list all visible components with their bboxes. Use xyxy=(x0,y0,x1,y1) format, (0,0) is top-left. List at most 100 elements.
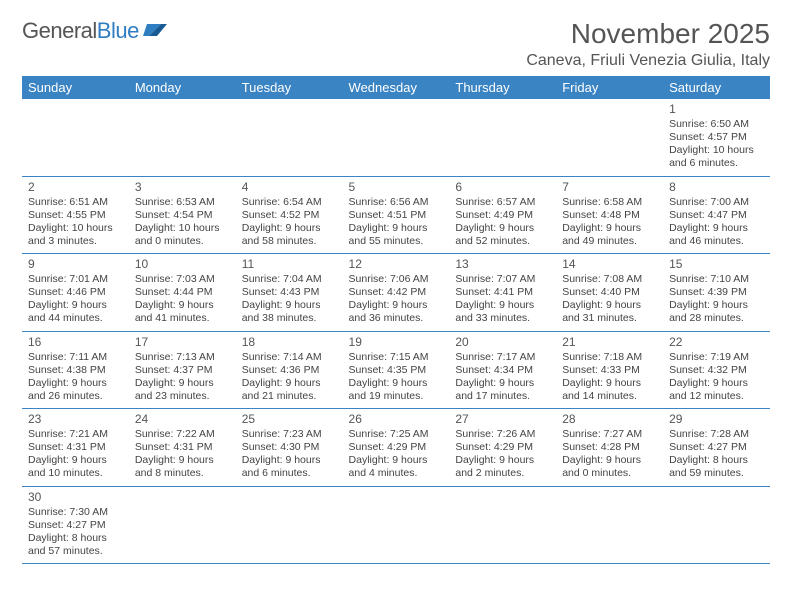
sunset-text: Sunset: 4:29 PM xyxy=(455,441,550,454)
sunset-text: Sunset: 4:46 PM xyxy=(28,286,123,299)
sunset-text: Sunset: 4:28 PM xyxy=(562,441,657,454)
daylight-text: Daylight: 9 hours and 17 minutes. xyxy=(455,377,550,403)
day-number: 3 xyxy=(135,180,230,195)
calendar-row: 30Sunrise: 7:30 AMSunset: 4:27 PMDayligh… xyxy=(22,486,770,564)
day-number: 19 xyxy=(349,335,444,350)
calendar-cell-empty xyxy=(129,486,236,564)
sunset-text: Sunset: 4:38 PM xyxy=(28,364,123,377)
day-number: 29 xyxy=(669,412,764,427)
calendar-cell-empty xyxy=(129,99,236,176)
sunset-text: Sunset: 4:30 PM xyxy=(242,441,337,454)
calendar-body: 1Sunrise: 6:50 AMSunset: 4:57 PMDaylight… xyxy=(22,99,770,564)
calendar-cell: 19Sunrise: 7:15 AMSunset: 4:35 PMDayligh… xyxy=(343,331,450,409)
day-number: 5 xyxy=(349,180,444,195)
daylight-text: Daylight: 9 hours and 44 minutes. xyxy=(28,299,123,325)
day-number: 10 xyxy=(135,257,230,272)
location-text: Caneva, Friuli Venezia Giulia, Italy xyxy=(22,52,770,70)
weekday-header-row: SundayMondayTuesdayWednesdayThursdayFrid… xyxy=(22,76,770,99)
sunset-text: Sunset: 4:43 PM xyxy=(242,286,337,299)
daylight-text: Daylight: 8 hours and 57 minutes. xyxy=(28,532,123,558)
sunset-text: Sunset: 4:34 PM xyxy=(455,364,550,377)
sunrise-text: Sunrise: 7:03 AM xyxy=(135,273,230,286)
daylight-text: Daylight: 10 hours and 3 minutes. xyxy=(28,222,123,248)
daylight-text: Daylight: 8 hours and 59 minutes. xyxy=(669,454,764,480)
sunset-text: Sunset: 4:52 PM xyxy=(242,209,337,222)
calendar-row: 23Sunrise: 7:21 AMSunset: 4:31 PMDayligh… xyxy=(22,409,770,487)
sunset-text: Sunset: 4:51 PM xyxy=(349,209,444,222)
calendar-cell: 5Sunrise: 6:56 AMSunset: 4:51 PMDaylight… xyxy=(343,176,450,254)
sunrise-text: Sunrise: 7:27 AM xyxy=(562,428,657,441)
sunset-text: Sunset: 4:33 PM xyxy=(562,364,657,377)
calendar-cell: 23Sunrise: 7:21 AMSunset: 4:31 PMDayligh… xyxy=(22,409,129,487)
calendar-cell-empty xyxy=(556,99,663,176)
daylight-text: Daylight: 9 hours and 8 minutes. xyxy=(135,454,230,480)
sunset-text: Sunset: 4:32 PM xyxy=(669,364,764,377)
calendar-cell: 1Sunrise: 6:50 AMSunset: 4:57 PMDaylight… xyxy=(663,99,770,176)
calendar-cell-empty xyxy=(236,486,343,564)
daylight-text: Daylight: 10 hours and 0 minutes. xyxy=(135,222,230,248)
day-number: 6 xyxy=(455,180,550,195)
day-number: 24 xyxy=(135,412,230,427)
sunset-text: Sunset: 4:57 PM xyxy=(669,131,764,144)
day-number: 23 xyxy=(28,412,123,427)
daylight-text: Daylight: 9 hours and 41 minutes. xyxy=(135,299,230,325)
calendar-cell: 20Sunrise: 7:17 AMSunset: 4:34 PMDayligh… xyxy=(449,331,556,409)
day-number: 30 xyxy=(28,490,123,505)
calendar-cell: 18Sunrise: 7:14 AMSunset: 4:36 PMDayligh… xyxy=(236,331,343,409)
sunrise-text: Sunrise: 7:30 AM xyxy=(28,506,123,519)
daylight-text: Daylight: 9 hours and 49 minutes. xyxy=(562,222,657,248)
calendar-cell: 9Sunrise: 7:01 AMSunset: 4:46 PMDaylight… xyxy=(22,254,129,332)
sunset-text: Sunset: 4:39 PM xyxy=(669,286,764,299)
day-number: 27 xyxy=(455,412,550,427)
daylight-text: Daylight: 9 hours and 10 minutes. xyxy=(28,454,123,480)
sunrise-text: Sunrise: 7:17 AM xyxy=(455,351,550,364)
weekday-header: Thursday xyxy=(449,76,556,99)
calendar-row: 2Sunrise: 6:51 AMSunset: 4:55 PMDaylight… xyxy=(22,176,770,254)
sunset-text: Sunset: 4:41 PM xyxy=(455,286,550,299)
day-number: 12 xyxy=(349,257,444,272)
sunrise-text: Sunrise: 7:21 AM xyxy=(28,428,123,441)
calendar-row: 16Sunrise: 7:11 AMSunset: 4:38 PMDayligh… xyxy=(22,331,770,409)
day-number: 9 xyxy=(28,257,123,272)
calendar-cell: 16Sunrise: 7:11 AMSunset: 4:38 PMDayligh… xyxy=(22,331,129,409)
calendar-cell: 17Sunrise: 7:13 AMSunset: 4:37 PMDayligh… xyxy=(129,331,236,409)
sunrise-text: Sunrise: 7:18 AM xyxy=(562,351,657,364)
daylight-text: Daylight: 10 hours and 6 minutes. xyxy=(669,144,764,170)
daylight-text: Daylight: 9 hours and 58 minutes. xyxy=(242,222,337,248)
sunrise-text: Sunrise: 7:00 AM xyxy=(669,196,764,209)
sunset-text: Sunset: 4:27 PM xyxy=(669,441,764,454)
day-number: 16 xyxy=(28,335,123,350)
sunrise-text: Sunrise: 6:54 AM xyxy=(242,196,337,209)
sunset-text: Sunset: 4:49 PM xyxy=(455,209,550,222)
page-title: November 2025 xyxy=(571,18,770,50)
calendar-cell: 24Sunrise: 7:22 AMSunset: 4:31 PMDayligh… xyxy=(129,409,236,487)
daylight-text: Daylight: 9 hours and 31 minutes. xyxy=(562,299,657,325)
calendar-row: 9Sunrise: 7:01 AMSunset: 4:46 PMDaylight… xyxy=(22,254,770,332)
daylight-text: Daylight: 9 hours and 4 minutes. xyxy=(349,454,444,480)
day-number: 28 xyxy=(562,412,657,427)
sunset-text: Sunset: 4:54 PM xyxy=(135,209,230,222)
day-number: 7 xyxy=(562,180,657,195)
weekday-header: Sunday xyxy=(22,76,129,99)
daylight-text: Daylight: 9 hours and 33 minutes. xyxy=(455,299,550,325)
sunrise-text: Sunrise: 6:51 AM xyxy=(28,196,123,209)
sunrise-text: Sunrise: 7:06 AM xyxy=(349,273,444,286)
sunset-text: Sunset: 4:35 PM xyxy=(349,364,444,377)
calendar-cell: 22Sunrise: 7:19 AMSunset: 4:32 PMDayligh… xyxy=(663,331,770,409)
daylight-text: Daylight: 9 hours and 2 minutes. xyxy=(455,454,550,480)
calendar-cell: 28Sunrise: 7:27 AMSunset: 4:28 PMDayligh… xyxy=(556,409,663,487)
header: GeneralBlue November 2025 xyxy=(22,18,770,50)
calendar-cell-empty xyxy=(343,486,450,564)
calendar-cell: 25Sunrise: 7:23 AMSunset: 4:30 PMDayligh… xyxy=(236,409,343,487)
daylight-text: Daylight: 9 hours and 28 minutes. xyxy=(669,299,764,325)
daylight-text: Daylight: 9 hours and 21 minutes. xyxy=(242,377,337,403)
sunrise-text: Sunrise: 7:10 AM xyxy=(669,273,764,286)
daylight-text: Daylight: 9 hours and 19 minutes. xyxy=(349,377,444,403)
sunrise-text: Sunrise: 6:53 AM xyxy=(135,196,230,209)
sunrise-text: Sunrise: 7:15 AM xyxy=(349,351,444,364)
calendar-cell: 21Sunrise: 7:18 AMSunset: 4:33 PMDayligh… xyxy=(556,331,663,409)
weekday-header: Friday xyxy=(556,76,663,99)
calendar-cell: 2Sunrise: 6:51 AMSunset: 4:55 PMDaylight… xyxy=(22,176,129,254)
logo-text-general: General xyxy=(22,18,97,44)
calendar-cell-empty xyxy=(22,99,129,176)
